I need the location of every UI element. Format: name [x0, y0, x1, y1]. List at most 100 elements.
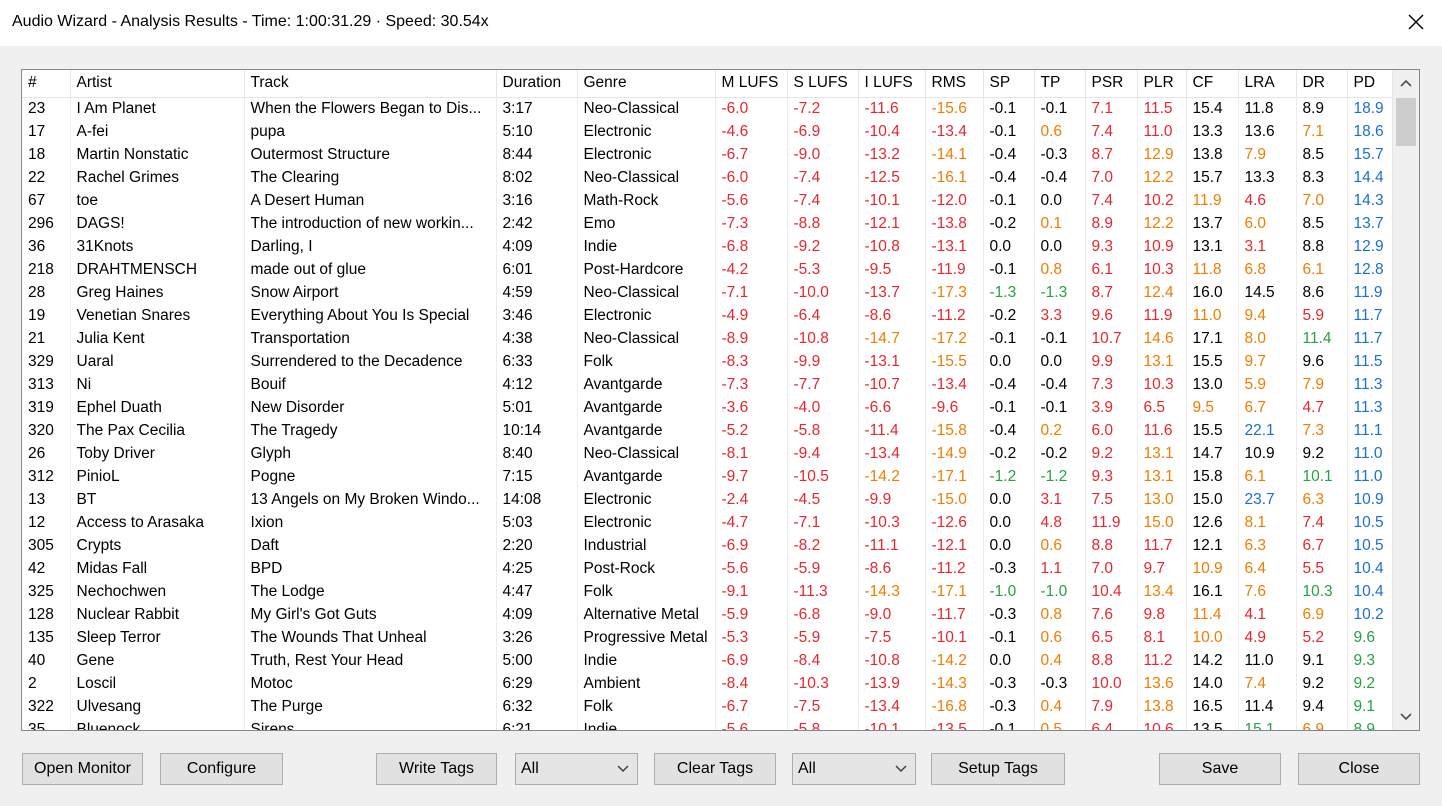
table-cell: 9.7: [1238, 350, 1296, 373]
close-icon[interactable]: [1404, 10, 1428, 34]
column-header[interactable]: S LUFS: [787, 70, 858, 97]
table-row[interactable]: 35 Bluenock Sirens 6:21 Indie -5.6 -5.8 -10.1 -1…: [22, 718, 1399, 731]
table-row[interactable]: 19 Venetian Snares Everything About You Is…: [22, 304, 1399, 327]
save-button[interactable]: Save: [1159, 753, 1281, 785]
column-header[interactable]: Artist: [70, 70, 244, 97]
table-cell: Transportation: [244, 327, 496, 350]
table-row[interactable]: 17 A-fei pupa 5:10 Electronic -4.6 -6.9 -10.4 -1…: [22, 120, 1399, 143]
table-row[interactable]: 21 Julia Kent Transportation 4:38 Neo-Classi…: [22, 327, 1399, 350]
table-cell: A-fei: [70, 120, 244, 143]
table-cell: 9.6: [1085, 304, 1137, 327]
table-cell: The Pax Cecilia: [70, 419, 244, 442]
table-cell: 9.4: [1296, 695, 1347, 718]
table-row[interactable]: 312 PinioL Pogne 7:15 Avantgarde -9.7 -10.5 -14…: [22, 465, 1399, 488]
table-cell: -0.4: [983, 166, 1034, 189]
table-row[interactable]: 319 Ephel Duath New Disorder 5:01 Avantgarde…: [22, 396, 1399, 419]
chevron-down-icon: [895, 764, 907, 774]
column-header[interactable]: CF: [1186, 70, 1238, 97]
column-header[interactable]: SP: [983, 70, 1034, 97]
table-cell: -6.9: [787, 120, 858, 143]
table-row[interactable]: 325 Nechochwen The Lodge 4:47 Folk -9.1 -11.3-…: [22, 580, 1399, 603]
open-monitor-button[interactable]: Open Monitor: [22, 753, 143, 785]
clear-tags-filter-select[interactable]: All: [792, 753, 916, 785]
column-header[interactable]: #: [22, 70, 70, 97]
table-cell: Electronic: [577, 511, 715, 534]
header-row: # Artist Track Duration Genre M LUFS S LUFS I L…: [22, 70, 1399, 97]
table-cell: 8.9: [1085, 212, 1137, 235]
table-row[interactable]: 320 The Pax Cecilia The Tragedy 10:14 Avantg…: [22, 419, 1399, 442]
close-button[interactable]: Close: [1298, 753, 1420, 785]
table-cell: -14.3: [925, 672, 983, 695]
table-cell: 2:20: [496, 534, 577, 557]
table-cell: BT: [70, 488, 244, 511]
table-cell: Sleep Terror: [70, 626, 244, 649]
column-header[interactable]: M LUFS: [715, 70, 787, 97]
column-header[interactable]: Genre: [577, 70, 715, 97]
table-cell: -15.5: [925, 350, 983, 373]
table-row[interactable]: 40 Gene Truth, Rest Your Head 5:00 Indie -6.9…: [22, 649, 1399, 672]
column-header[interactable]: RMS: [925, 70, 983, 97]
table-row[interactable]: 28 Greg Haines Snow Airport 4:59 Neo-Classic…: [22, 281, 1399, 304]
table-row[interactable]: 23 I Am Planet When the Flowers Began to D…: [22, 97, 1399, 120]
table-cell: 10.3: [1137, 373, 1186, 396]
table-cell: Julia Kent: [70, 327, 244, 350]
table-row[interactable]: 12 Access to Arasaka Ixion 5:03 Electronic -4…: [22, 511, 1399, 534]
table-row[interactable]: 2 Loscil Motoc 6:29 Ambient -8.4 -10.3 -13.9 -14…: [22, 672, 1399, 695]
column-header[interactable]: I LUFS: [858, 70, 925, 97]
vertical-scrollbar[interactable]: [1392, 70, 1419, 730]
column-header[interactable]: LRA: [1238, 70, 1296, 97]
table-cell: 6:32: [496, 695, 577, 718]
table-cell: 10.9: [1137, 235, 1186, 258]
table-row[interactable]: 18 Martin Nonstatic Outermost Structure 8:4…: [22, 143, 1399, 166]
table-cell: -8.8: [787, 212, 858, 235]
column-header[interactable]: DR: [1296, 70, 1347, 97]
table-row[interactable]: 67 toe A Desert Human 3:16 Math-Rock -5.6 -7.4…: [22, 189, 1399, 212]
table-row[interactable]: 218 DRAHTMENSCH made out of glue 6:01 Post-H…: [22, 258, 1399, 281]
table-cell: 9.1: [1296, 649, 1347, 672]
clear-tags-button[interactable]: Clear Tags: [654, 753, 776, 785]
scroll-thumb[interactable]: [1396, 98, 1416, 146]
table-row[interactable]: 36 31Knots Darling, I 4:09 Indie -6.8 -9.2 -10.…: [22, 235, 1399, 258]
table-cell: 12.9: [1137, 143, 1186, 166]
column-header[interactable]: Duration: [496, 70, 577, 97]
table-cell: 12.2: [1137, 212, 1186, 235]
table-row[interactable]: 128 Nuclear Rabbit My Girl's Got Guts 4:09 A…: [22, 603, 1399, 626]
table-row[interactable]: 13 BT 13 Angels on My Broken Windo... 14:08…: [22, 488, 1399, 511]
table-cell: -8.4: [715, 672, 787, 695]
table-cell: 17.1: [1186, 327, 1238, 350]
table-cell: -10.1: [925, 626, 983, 649]
table-row[interactable]: 329 Uaral Surrendered to the Decadence 6:33…: [22, 350, 1399, 373]
table-cell: 4.6: [1238, 189, 1296, 212]
configure-button[interactable]: Configure: [160, 753, 283, 785]
write-tags-button[interactable]: Write Tags: [376, 753, 497, 785]
table-cell: 18: [22, 143, 70, 166]
table-row[interactable]: 296 DAGS! The introduction of new workin..…: [22, 212, 1399, 235]
table-cell: -6.7: [715, 695, 787, 718]
table-cell: 9.6: [1296, 350, 1347, 373]
table-row[interactable]: 22 Rachel Grimes The Clearing 8:02 Neo-Class…: [22, 166, 1399, 189]
scroll-down-icon[interactable]: [1393, 704, 1419, 730]
write-tags-filter-select[interactable]: All: [515, 753, 638, 785]
setup-tags-button[interactable]: Setup Tags: [931, 753, 1065, 785]
results-grid[interactable]: # Artist Track Duration Genre M LUFS S LUFS I L…: [21, 69, 1420, 731]
table-row[interactable]: 322 Ulvesang The Purge 6:32 Folk -6.7 -7.5 -13.…: [22, 695, 1399, 718]
scroll-up-icon[interactable]: [1393, 70, 1419, 96]
table-row[interactable]: 313 Ni Bouif 4:12 Avantgarde -7.3 -7.7 -10.7 -13…: [22, 373, 1399, 396]
table-cell: 7.3: [1296, 419, 1347, 442]
table-cell: -15.8: [925, 419, 983, 442]
column-header[interactable]: TP: [1034, 70, 1085, 97]
table-row[interactable]: 135 Sleep Terror The Wounds That Unheal 3:2…: [22, 626, 1399, 649]
column-header[interactable]: Track: [244, 70, 496, 97]
column-header[interactable]: PLR: [1137, 70, 1186, 97]
table-cell: 15.0: [1137, 511, 1186, 534]
column-header[interactable]: PSR: [1085, 70, 1137, 97]
table-row[interactable]: 26 Toby Driver Glyph 8:40 Neo-Classical -8.1-…: [22, 442, 1399, 465]
table-cell: Crypts: [70, 534, 244, 557]
table-cell: -12.5: [858, 166, 925, 189]
table-row[interactable]: 42 Midas Fall BPD 4:25 Post-Rock -5.6 -5.9 -8.6…: [22, 557, 1399, 580]
table-cell: The Tragedy: [244, 419, 496, 442]
table-cell: 36: [22, 235, 70, 258]
table-row[interactable]: 305 Crypts Daft 2:20 Industrial -6.9 -8.2 -11.1…: [22, 534, 1399, 557]
table-cell: -1.3: [983, 281, 1034, 304]
table-cell: -8.6: [858, 557, 925, 580]
